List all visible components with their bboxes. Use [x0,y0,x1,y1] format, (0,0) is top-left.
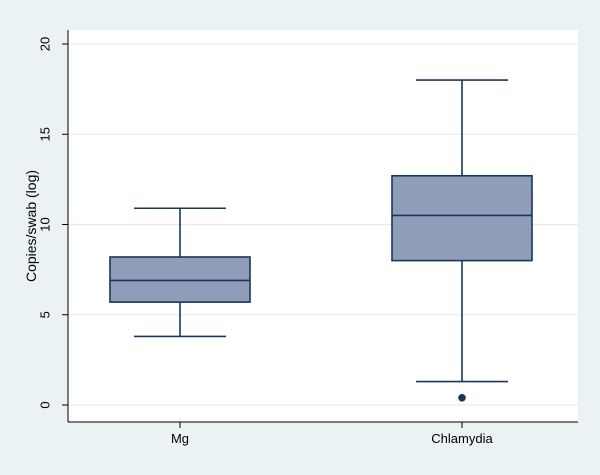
box-group-mg [109,207,251,338]
x-tick-label: Mg [171,431,189,446]
boxes [109,79,533,402]
y-tick-label: 10 [37,217,52,231]
y-tick-label: 5 [37,311,52,318]
y-tick-label: 15 [37,127,52,141]
y-axis-title: Copies/swab (log) [23,170,39,282]
axes: 0 5 10 15 20 Mg Chlamydia [37,30,578,446]
y-tick-label: 20 [37,37,52,51]
iqr-box [109,256,251,303]
x-tick-label: Chlamydia [431,431,493,446]
outlier-point [458,393,466,402]
y-tick-label: 0 [37,401,52,408]
iqr-box [391,174,533,262]
box-group-chlamydia [391,79,533,402]
